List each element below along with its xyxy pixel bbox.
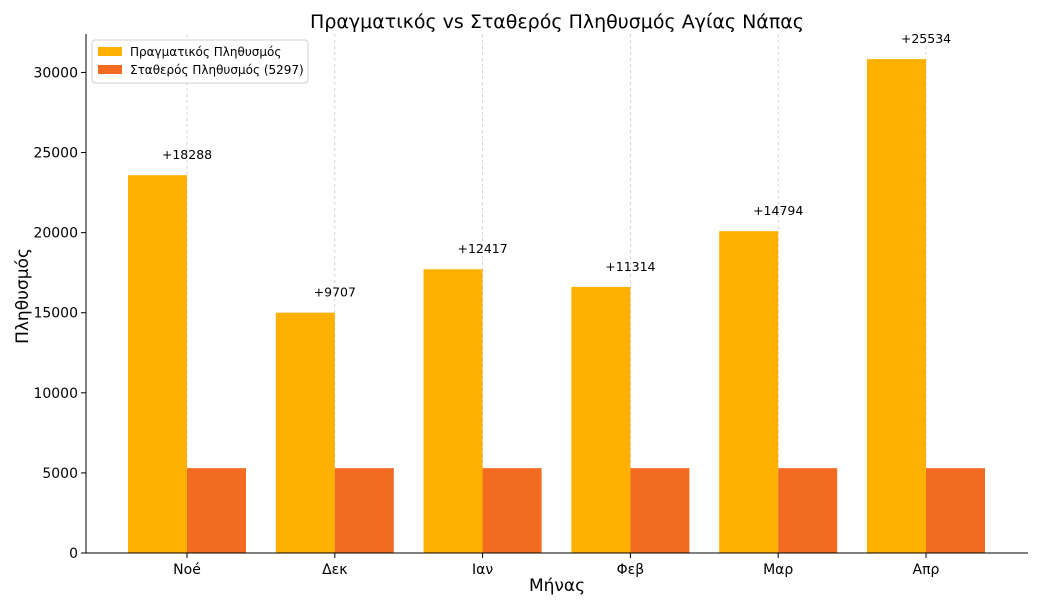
x-tick-label: Μαρ <box>763 562 793 578</box>
actual-population-bar <box>719 231 779 554</box>
y-tick-label: 30000 <box>33 65 78 81</box>
actual-population-bar <box>275 312 335 553</box>
bar-annotations: +18288 +9707 +12417 +11314 +14794 +25534 <box>162 31 951 300</box>
bar-annotation: +9707 <box>314 285 356 300</box>
bars <box>128 59 985 554</box>
y-tick-label: 25000 <box>33 146 78 162</box>
bar-annotation: +25534 <box>901 31 951 46</box>
fixed-population-bar <box>482 468 542 553</box>
axes <box>81 34 1028 558</box>
actual-population-bar <box>571 286 631 553</box>
legend-label: Πραγματικός Πληθυσμός <box>130 45 281 59</box>
y-axis-label: Πληθυσμός <box>13 248 33 344</box>
actual-population-bar <box>867 59 926 553</box>
x-tick-label: Φεβ <box>617 562 645 578</box>
fixed-population-bar <box>778 468 838 553</box>
legend-box <box>91 39 309 84</box>
legend: Πραγματικός Πληθυσμός Σταθερός Πληθυσμός … <box>91 39 309 84</box>
y-tick-label: 15000 <box>33 306 78 322</box>
fixed-population-bar <box>187 468 246 553</box>
x-axis-label: Μήνας <box>529 576 585 596</box>
y-tick-label: 0 <box>69 546 78 562</box>
bar-annotation: +14794 <box>753 203 803 218</box>
actual-population-bar <box>128 175 187 553</box>
legend-swatch <box>98 47 122 56</box>
chart-title: Πραγματικός vs Σταθερός Πληθυσμός Αγίας … <box>310 11 804 33</box>
bar-annotation: +18288 <box>162 147 212 162</box>
y-tick-label: 5000 <box>42 466 78 482</box>
actual-population-bar <box>423 269 483 553</box>
x-tick-label: Noé <box>173 562 201 578</box>
legend-label: Σταθερός Πληθυσμός (5297) <box>130 63 304 77</box>
x-tick-label: Ιαν <box>472 562 493 578</box>
y-tick-label: 20000 <box>33 226 78 242</box>
fixed-population-bar <box>334 468 394 553</box>
legend-swatch <box>98 65 122 74</box>
fixed-population-bar <box>926 468 985 553</box>
bar-annotation: +12417 <box>457 241 507 256</box>
x-tick-label: Απρ <box>913 562 940 578</box>
x-tick-label: Δεκ <box>322 562 347 578</box>
fixed-population-bar <box>630 468 690 553</box>
bar-annotation: +11314 <box>605 259 655 274</box>
y-tick-label: 10000 <box>33 386 78 402</box>
tick-labels: 0 5000 10000 15000 20000 25000 30000 Noé Δεκ Ιαν Φ… <box>33 65 939 578</box>
